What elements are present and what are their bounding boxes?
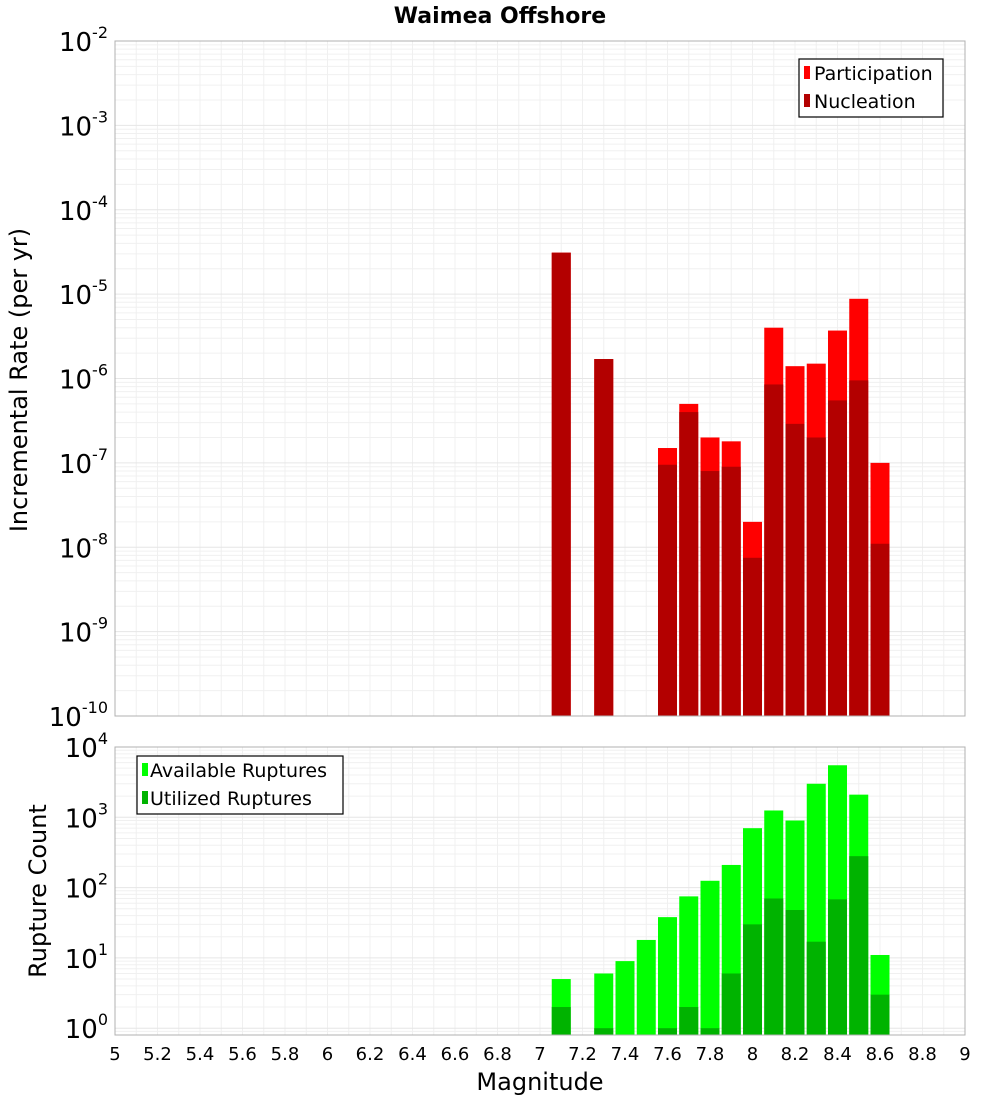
x-axis-label: Magnitude bbox=[476, 1068, 603, 1096]
bottom-legend: Available Ruptures Utilized Ruptures bbox=[136, 755, 344, 815]
bottom-panel: 104 103 102 101 100 5 5.2 5.4 5.6 5.8 6 6.2 6.4 6.6 6… bbox=[24, 729, 971, 1096]
utilized-ruptures-bar bbox=[806, 941, 826, 1035]
y-tick-label: 10-2 bbox=[59, 23, 108, 58]
y-tick-label: 10-9 bbox=[59, 614, 108, 649]
x-tick-label: 5.6 bbox=[228, 1044, 257, 1065]
x-tick-label: 6 bbox=[322, 1044, 333, 1065]
nucleation-bar bbox=[658, 464, 677, 716]
legend-label-available: Available Ruptures bbox=[150, 760, 327, 782]
legend-swatch-utilized bbox=[142, 791, 148, 804]
utilized-ruptures-bar bbox=[870, 994, 890, 1035]
x-tick-label: 7.4 bbox=[611, 1044, 640, 1065]
utilized-ruptures-bar bbox=[551, 1007, 571, 1035]
available-ruptures-bar bbox=[615, 961, 635, 1035]
x-tick-label: 8.6 bbox=[866, 1044, 895, 1065]
nucleation-bar bbox=[828, 400, 847, 716]
legend-label-participation: Participation bbox=[814, 63, 933, 85]
x-tick-label: 6.8 bbox=[483, 1044, 512, 1065]
utilized-ruptures-bar bbox=[721, 973, 741, 1035]
y-tick-label: 10-6 bbox=[59, 361, 108, 396]
x-tick-label: 5 bbox=[109, 1044, 120, 1065]
y-tick-label: 10-4 bbox=[59, 192, 108, 227]
available-ruptures-bar bbox=[700, 880, 720, 1035]
utilized-ruptures-bar bbox=[743, 924, 762, 1035]
utilized-ruptures-bar bbox=[658, 1028, 677, 1035]
x-tick-label: 8 bbox=[747, 1044, 758, 1065]
nucleation-bar bbox=[679, 412, 699, 716]
x-tick-label: 8.4 bbox=[823, 1044, 852, 1065]
available-ruptures-bar bbox=[636, 939, 656, 1035]
bottom-y-ticks: 104 103 102 101 100 bbox=[65, 729, 108, 1045]
bottom-y-axis-label: Rupture Count bbox=[24, 804, 52, 978]
y-tick-label: 10-7 bbox=[59, 445, 108, 480]
legend-swatch-participation bbox=[804, 66, 810, 79]
y-tick-label: 104 bbox=[65, 729, 108, 764]
legend-swatch-nucleation bbox=[804, 94, 810, 107]
y-tick-label: 10-5 bbox=[59, 276, 108, 311]
top-panel: 10-2 10-3 10-4 10-5 10-6 10-7 10-8 10-9 10-10 In… bbox=[5, 23, 966, 733]
utilized-ruptures-bar bbox=[828, 899, 847, 1035]
x-tick-label: 5.4 bbox=[186, 1044, 215, 1065]
x-ticks: 5 5.2 5.4 5.6 5.8 6 6.2 6.4 6.6 6.8 7 7.2 7.4 7.6 7.8 8… bbox=[109, 1044, 970, 1065]
utilized-ruptures-bar bbox=[700, 1028, 720, 1035]
top-legend: Participation Nucleation bbox=[798, 58, 944, 118]
legend-label-utilized: Utilized Ruptures bbox=[150, 788, 312, 810]
x-tick-label: 6.6 bbox=[441, 1044, 470, 1065]
top-y-axis-label: Incremental Rate (per yr) bbox=[5, 228, 33, 532]
x-tick-label: 6.2 bbox=[356, 1044, 385, 1065]
x-tick-label: 7.2 bbox=[568, 1044, 597, 1065]
x-tick-label: 5.8 bbox=[271, 1044, 300, 1065]
utilized-ruptures-bar bbox=[849, 856, 869, 1035]
legend-label-nucleation: Nucleation bbox=[814, 91, 916, 113]
y-tick-label: 102 bbox=[65, 870, 108, 905]
x-tick-label: 9 bbox=[959, 1044, 970, 1065]
top-bars bbox=[551, 252, 890, 716]
nucleation-bar bbox=[785, 423, 805, 716]
nucleation-bar bbox=[870, 543, 890, 716]
x-tick-label: 8.2 bbox=[781, 1044, 810, 1065]
x-tick-label: 7.6 bbox=[653, 1044, 682, 1065]
y-tick-label: 10-8 bbox=[59, 529, 108, 564]
available-ruptures-bar bbox=[594, 973, 614, 1035]
x-tick-label: 5.2 bbox=[143, 1044, 172, 1065]
y-tick-label: 10-3 bbox=[59, 107, 108, 142]
utilized-ruptures-bar bbox=[594, 1028, 614, 1035]
utilized-ruptures-bar bbox=[785, 910, 805, 1035]
y-tick-label: 100 bbox=[65, 1010, 108, 1045]
nucleation-bar bbox=[849, 380, 869, 716]
y-tick-label: 101 bbox=[65, 940, 108, 975]
y-tick-label: 10-10 bbox=[49, 698, 108, 733]
nucleation-bar bbox=[806, 437, 826, 716]
legend-swatch-available bbox=[142, 763, 148, 776]
x-tick-label: 7.8 bbox=[696, 1044, 725, 1065]
available-ruptures-bar bbox=[658, 917, 677, 1035]
nucleation-bar bbox=[764, 384, 784, 716]
top-y-ticks: 10-2 10-3 10-4 10-5 10-6 10-7 10-8 10-9 10-10 bbox=[49, 23, 108, 733]
x-tick-label: 6.4 bbox=[398, 1044, 427, 1065]
nucleation-bar bbox=[721, 466, 741, 716]
bottom-bars bbox=[551, 765, 890, 1035]
nucleation-bar bbox=[700, 471, 720, 716]
chart-title: Waimea Offshore bbox=[394, 4, 606, 29]
x-tick-label: 7 bbox=[534, 1044, 545, 1065]
utilized-ruptures-bar bbox=[679, 1007, 699, 1035]
nucleation-bar bbox=[594, 359, 614, 716]
x-tick-label: 8.8 bbox=[908, 1044, 937, 1065]
y-tick-label: 103 bbox=[65, 799, 108, 834]
nucleation-bar bbox=[743, 557, 762, 716]
available-ruptures-bar bbox=[679, 896, 699, 1035]
utilized-ruptures-bar bbox=[764, 898, 784, 1035]
nucleation-bar bbox=[551, 252, 571, 716]
